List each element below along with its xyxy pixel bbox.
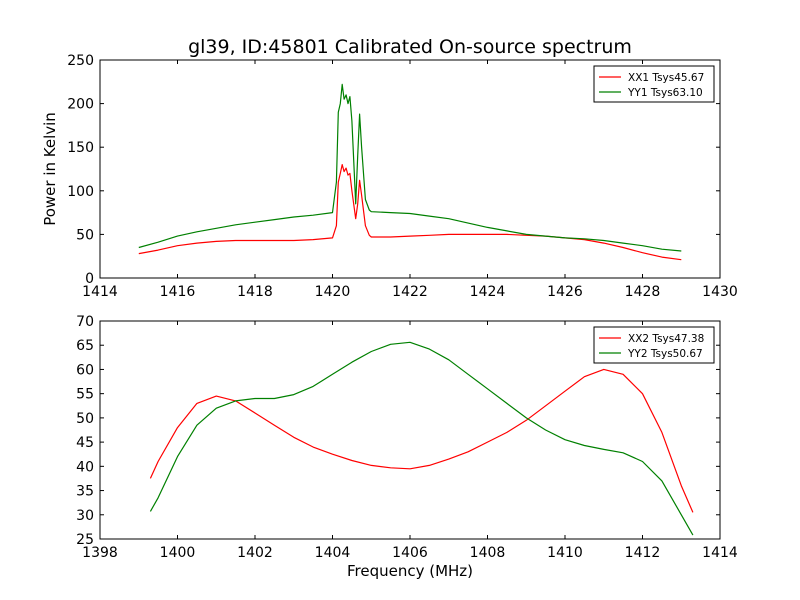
top-panel-ticks: 1414 1416 1418 1420 1422 1424 1426 1428 1430 0 50 1… <box>67 53 738 300</box>
bottom-panel-ticks: 1398 1400 1402 1404 1406 1408 1410 1412 1414 25 30… <box>76 314 738 561</box>
bottom-panel-y-tick-label: 65 <box>76 338 94 354</box>
bottom-panel-y-tick-label: 55 <box>76 387 94 403</box>
top-panel-x-tick-label: 1426 <box>547 284 583 300</box>
bottom-panel-y-tick-label: 35 <box>76 484 94 500</box>
top-panel-y-tick-label: 0 <box>85 271 94 287</box>
top-panel-curves <box>138 83 682 261</box>
bottom-panel-y-tick-label: 25 <box>76 532 94 548</box>
bottom-panel-x-tick-label: 1404 <box>315 545 351 561</box>
bottom-panel-legend-box <box>593 326 715 364</box>
top-panel-legend-label: YY1 Tsys63.10 <box>627 87 703 99</box>
top-panel-x-tick-label: 1422 <box>392 284 428 300</box>
bottom-panel-x-tick-label: 1402 <box>237 545 273 561</box>
bottom-panel-y-tick-label: 40 <box>76 459 94 475</box>
top-panel-x-tick-label: 1420 <box>315 284 351 300</box>
top-panel-x-tick-label: 1430 <box>702 284 738 300</box>
bottom-panel-y-tick-label: 60 <box>76 362 94 378</box>
bottom-panel-x-tick-label: 1414 <box>702 545 738 561</box>
bottom-panel-legend-label: YY2 Tsys50.67 <box>627 348 703 360</box>
top-panel-y-axis-label: Power in Kelvin <box>41 112 59 226</box>
top-panel-x-tick-label: 1424 <box>470 284 506 300</box>
bottom-panel-legend-label: XX2 Tsys47.38 <box>628 333 704 345</box>
bottom-panel: 1398 1400 1402 1404 1406 1408 1410 1412 1414 25 30… <box>76 314 738 580</box>
bottom-panel-y-tick-label: 30 <box>76 508 94 524</box>
bottom-panel-y-tick-label: 70 <box>76 314 94 330</box>
bottom-panel-x-tick-label: 1406 <box>392 545 428 561</box>
bottom-panel-series-line-xx <box>149 368 694 513</box>
bottom-panel-x-tick-label: 1408 <box>470 545 506 561</box>
top-panel-y-tick-label: 200 <box>67 97 94 113</box>
top-panel-series-line-yy <box>138 83 682 252</box>
bottom-panel-x-tick-label: 1412 <box>625 545 661 561</box>
top-panel-y-tick-label: 100 <box>67 184 94 200</box>
bottom-panel-curves <box>149 341 694 536</box>
top-panel-x-tick-label: 1416 <box>160 284 196 300</box>
bottom-panel-legend: XX2 Tsys47.38 YY2 Tsys50.67 <box>593 326 715 364</box>
top-panel-y-tick-label: 50 <box>76 227 94 243</box>
top-panel-legend-label: XX1 Tsys45.67 <box>628 72 704 84</box>
bottom-panel-x-axis-label: Frequency (MHz) <box>347 562 473 580</box>
top-panel-legend: XX1 Tsys45.67 YY1 Tsys63.10 <box>593 65 715 103</box>
top-panel-frame <box>99 59 721 279</box>
bottom-panel-y-tick-label: 50 <box>76 411 94 427</box>
top-panel-x-tick-label: 1418 <box>237 284 273 300</box>
chart-title: gl39, ID:45801 Calibrated On-source spec… <box>188 36 632 58</box>
bottom-panel-x-tick-label: 1398 <box>82 545 118 561</box>
bottom-panel-x-tick-label: 1410 <box>547 545 583 561</box>
bottom-panel-frame <box>99 320 721 540</box>
bottom-panel-series-line-yy <box>149 341 694 536</box>
top-panel-x-tick-label: 1428 <box>625 284 661 300</box>
top-panel-x-tick-label: 1414 <box>82 284 118 300</box>
bottom-panel-y-tick-label: 45 <box>76 435 94 451</box>
top-panel-legend-box <box>593 65 715 103</box>
top-panel: 1414 1416 1418 1420 1422 1424 1426 1428 1430 0 50 1… <box>41 53 738 300</box>
bottom-panel-x-tick-label: 1400 <box>160 545 196 561</box>
top-panel-y-tick-label: 250 <box>67 53 94 69</box>
top-panel-y-tick-label: 150 <box>67 140 94 156</box>
